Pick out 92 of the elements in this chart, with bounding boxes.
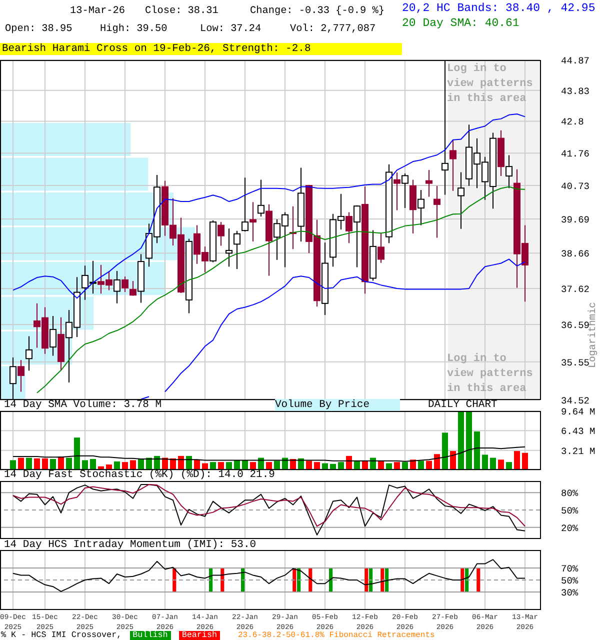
y-tick-label: 3.21 M	[561, 446, 596, 457]
bar	[66, 458, 72, 470]
candlestick	[402, 172, 408, 208]
y-tick-label: 34.52	[561, 396, 590, 406]
text: Vol: 2,777,087	[290, 24, 376, 35]
y-tick-label: 37.62	[561, 284, 590, 295]
candlestick	[258, 179, 264, 217]
y-tick-label: 20%	[561, 522, 578, 534]
chart-title: 14 Day HCS Intraday Momentum (IMI): 53.0	[4, 539, 256, 551]
bar	[34, 458, 40, 470]
text: High: 39.50	[100, 24, 168, 35]
text: Bullish	[132, 630, 168, 640]
line-series	[12, 446, 526, 462]
y-tick-label: 70%	[561, 564, 578, 574]
annotation: DAILY CHART	[428, 399, 498, 411]
y-tick-label: 38.66	[561, 248, 590, 260]
bar	[82, 460, 88, 470]
bar	[10, 460, 16, 470]
candlestick	[410, 179, 416, 234]
y-axis-title: Logarithmic	[588, 302, 599, 368]
candlestick	[394, 172, 400, 211]
candlestick	[114, 270, 120, 304]
bar	[0, 123, 131, 156]
candlestick	[346, 212, 352, 244]
y-tick-label: 40.73	[561, 181, 590, 192]
annotation: Volume By Price	[275, 399, 370, 411]
candlestick	[450, 140, 456, 192]
candlestick	[426, 170, 432, 198]
candlestick	[226, 228, 232, 268]
y-tick-label: 50%	[561, 506, 578, 516]
candlestick	[506, 154, 512, 189]
candlestick	[250, 202, 256, 242]
text: 23.6-38.2-50-61.8% Fibonacci Retracements	[238, 631, 435, 640]
line-series	[12, 484, 526, 527]
candlestick	[354, 204, 360, 268]
y-tick-label: 41.76	[561, 148, 590, 160]
y-tick-label: 30%	[561, 588, 578, 598]
bar	[42, 458, 48, 470]
chart-title: 14 Day Fast Stochastic (%K) (%D): 14.0 21.9	[4, 469, 275, 481]
candlestick	[458, 172, 464, 230]
chart-title: Bearish Harami Cross on 19-Feb-26, Strength: -2.8	[2, 43, 311, 55]
bar	[474, 431, 480, 470]
annotation: Log in to view patterns in this area	[447, 63, 533, 105]
y-tick-label: 42.8	[561, 116, 584, 128]
candlestick	[434, 185, 440, 238]
line-series	[12, 113, 526, 299]
text: Low: 37.24	[200, 24, 262, 35]
candlestick	[418, 189, 424, 226]
text: Open: 38.95	[5, 24, 72, 35]
chart-title: 14 Day SMA Volume: 3.78 M	[4, 399, 162, 411]
bar	[18, 458, 24, 470]
annotation: Log in to view patterns in this area	[447, 353, 533, 395]
bar	[442, 432, 448, 470]
bar	[490, 458, 496, 470]
text: 13-Mar-26	[70, 6, 126, 17]
bar	[522, 452, 528, 470]
candlestick	[378, 232, 384, 264]
bar	[466, 411, 472, 470]
y-tick-label: 6.43 M	[561, 426, 596, 438]
bar	[498, 460, 504, 470]
y-tick-label: 80%	[561, 488, 578, 500]
bar	[74, 438, 80, 470]
y-tick-label: 50%	[561, 576, 578, 586]
text: Change: -0.33 {-0.9 %}	[250, 6, 384, 17]
text: 20 Day SMA: 40.61	[402, 17, 520, 30]
bar	[458, 411, 464, 470]
y-tick-label: 39.69	[561, 214, 590, 226]
bar	[482, 454, 488, 470]
bar	[514, 451, 520, 470]
candlestick	[50, 316, 56, 356]
y-tick-label: 44.87	[561, 56, 590, 66]
candlestick	[218, 221, 224, 246]
candlestick	[130, 280, 136, 296]
y-tick-label: 36.59	[561, 320, 590, 331]
y-tick-label: 35.55	[561, 357, 590, 368]
legend-title: % K - HCS IMI Crossover,	[1, 630, 122, 640]
candlestick	[122, 276, 128, 292]
line-series	[12, 559, 526, 592]
candlestick	[234, 230, 240, 270]
bar	[90, 458, 96, 470]
candlestick	[26, 336, 32, 372]
text: 20,2 HC Bands: 38.40 , 42.95	[402, 2, 596, 15]
candlestick	[18, 360, 24, 392]
text: Close: 38.31	[145, 6, 218, 17]
candlestick	[10, 357, 16, 400]
y-tick-label: 9.64 M	[561, 406, 596, 418]
bar	[50, 458, 56, 470]
bar	[26, 458, 32, 470]
bar	[130, 460, 136, 470]
text: Bearish	[182, 630, 217, 640]
candlestick	[242, 177, 248, 232]
y-tick-label: 43.83	[561, 86, 590, 97]
